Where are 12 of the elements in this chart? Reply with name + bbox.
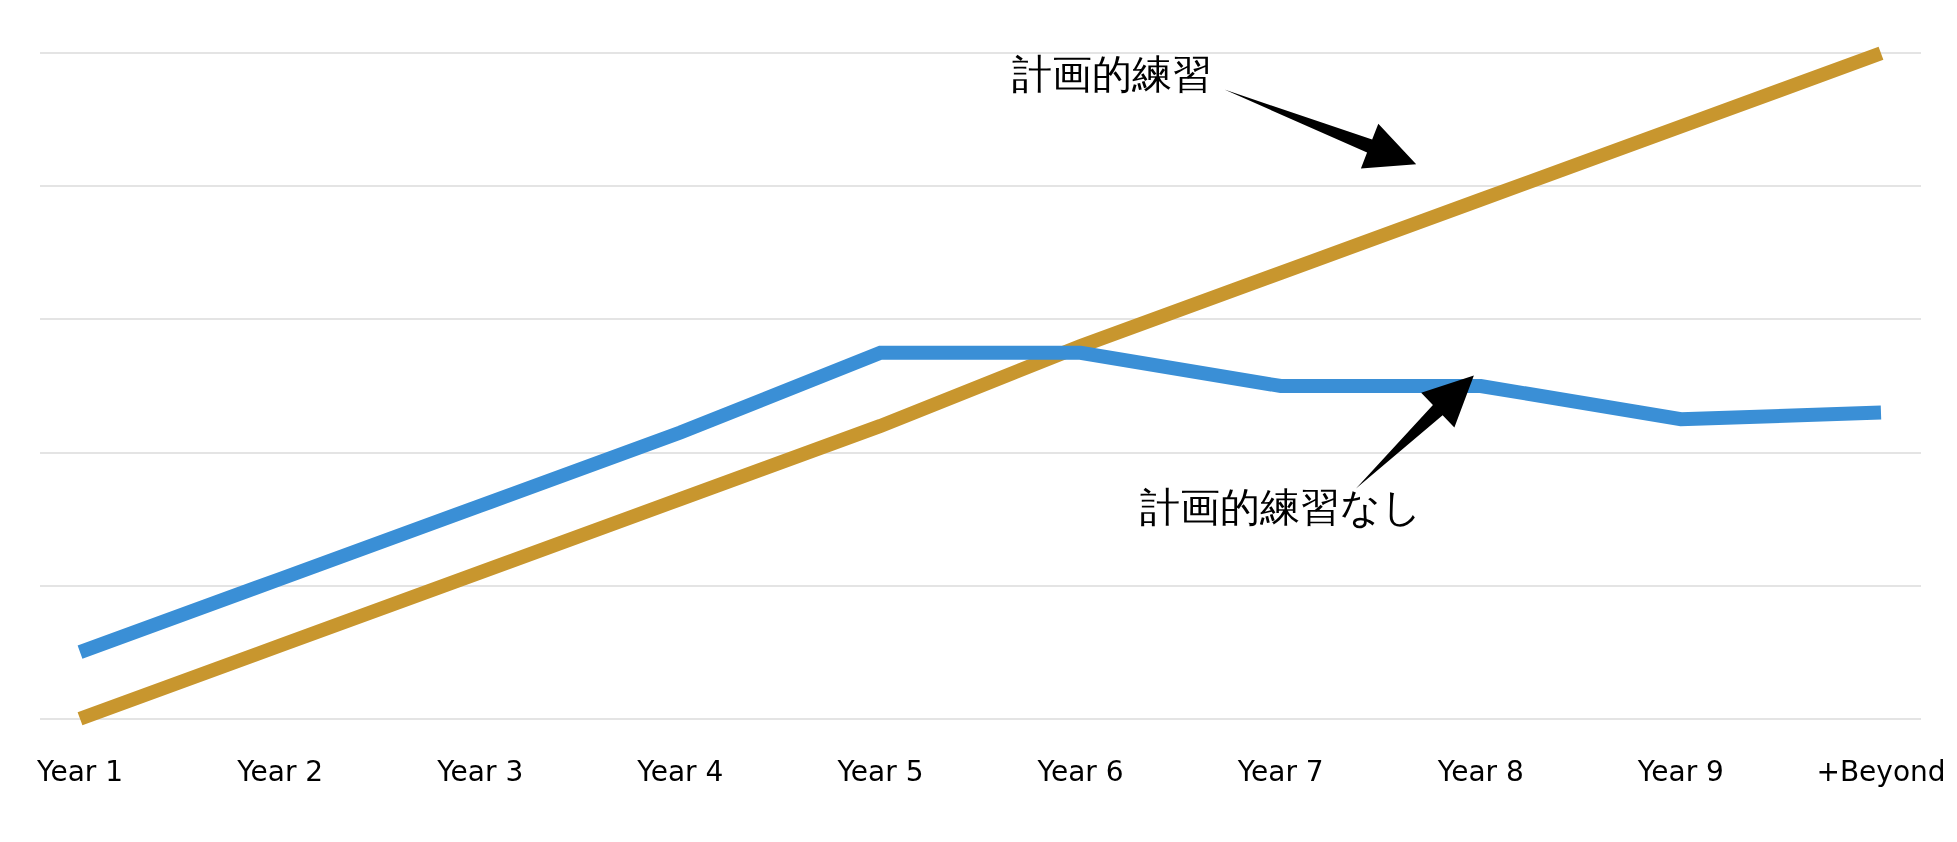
x-tick-label: Year 8 [1436,755,1524,788]
x-tick-label: Year 5 [836,755,924,788]
x-tick-label: Year 2 [236,755,324,788]
annotation: 計画的練習 [1012,51,1212,97]
x-tick-label: +Beyond [1816,755,1946,788]
x-tick-label: Year 7 [1236,755,1324,788]
x-tick-label: Year 3 [436,755,524,788]
x-tick-label: Year 9 [1636,755,1724,788]
x-tick-label: Year 1 [36,755,124,788]
x-tick-label: Year 4 [636,755,724,788]
annotation: 計画的練習なし [1140,484,1422,530]
x-tick-label: Year 6 [1036,755,1124,788]
